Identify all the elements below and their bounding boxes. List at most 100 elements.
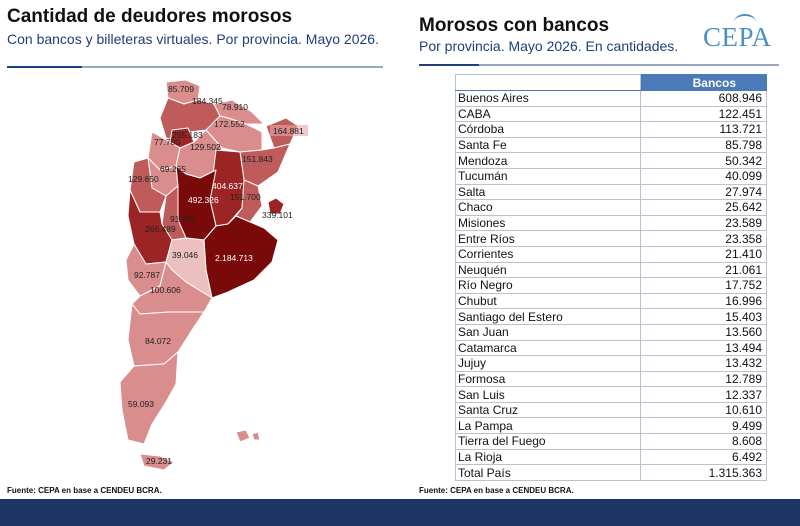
province-cell: San Juan: [454, 324, 642, 341]
value-cell: 12.789: [640, 371, 767, 388]
value-cell: 40.099: [640, 168, 767, 185]
region-tierra-del-fuego: [139, 453, 175, 471]
footer-bar: [0, 499, 800, 526]
value-cell: 15.403: [640, 308, 767, 325]
map-title: Cantidad de deudores morosos: [7, 6, 293, 27]
map-label-la-pampa: 39.046: [172, 250, 198, 260]
map-label-chaco: 172.552: [214, 119, 245, 129]
value-cell: 10.610: [640, 402, 767, 419]
table-row: San Juan 13.560: [454, 324, 767, 341]
value-cell: 27.974: [640, 184, 767, 201]
table-row: Jujuy 13.432: [454, 355, 767, 372]
table-source: Fuente: CEPA en base a CENDEU BCRA.: [419, 486, 574, 495]
map-label-salta-north: 184.345: [192, 96, 223, 106]
map-label-rio-negro: 100.606: [150, 285, 181, 295]
table-row: Córdoba 113.721: [454, 121, 767, 138]
region-caba: [267, 197, 285, 215]
header-province: [454, 74, 642, 91]
map-subtitle: Con bancos y billeteras virtuales. Por p…: [7, 31, 379, 47]
value-cell: 12.337: [640, 386, 767, 403]
province-cell: Santa Fe: [454, 137, 642, 154]
table-title: Morosos con bancos: [419, 15, 610, 36]
value-cell: 17.752: [640, 277, 767, 294]
value-cell: 23.358: [640, 230, 767, 247]
argentina-map: 85.709 184.345 78.910 172.552 164.881 25…: [119, 79, 308, 471]
province-cell: Salta: [454, 184, 642, 201]
province-cell: Neuquén: [454, 262, 642, 279]
table-row: Catamarca 13.494: [454, 340, 767, 357]
table-row: Chubut 16.996: [454, 293, 767, 310]
misiones-label-box: [270, 125, 308, 136]
map-value-labels: 85.709 184.345 78.910 172.552 164.881 25…: [128, 84, 308, 466]
province-cell: Buenos Aires: [454, 90, 642, 107]
map-label-tierra-del-fuego: 29.231: [146, 456, 172, 466]
table-row: Mendoza 50.342: [454, 152, 767, 169]
map-label-la-rioja: 69.265: [160, 164, 186, 174]
right-divider: [419, 64, 779, 66]
table-header-row: Bancos: [454, 74, 767, 91]
province-cell: Tucumán: [454, 168, 642, 185]
map-label-mendoza: 266.489: [145, 224, 176, 234]
value-cell: 8.608: [640, 433, 767, 450]
province-cell: Chubut: [454, 293, 642, 310]
table-row: Neuquén 21.061: [454, 262, 767, 279]
map-label-santiago: 129.502: [190, 142, 221, 152]
map-label-formosa: 78.910: [222, 102, 248, 112]
value-cell: 25.642: [640, 199, 767, 216]
province-cell: Córdoba: [454, 121, 642, 138]
province-cell: Río Negro: [454, 277, 642, 294]
province-cell: Santa Cruz: [454, 402, 642, 419]
cepa-logo: CEPA: [703, 22, 772, 52]
province-cell: Jujuy: [454, 355, 642, 372]
map-label-buenos-aires: 2.184.713: [215, 253, 253, 263]
map-label-san-luis: 91.456: [170, 214, 196, 224]
value-cell: 608.946: [640, 90, 767, 107]
map-label-neuquen: 92.787: [134, 270, 160, 280]
value-cell: 9.499: [640, 417, 767, 435]
province-cell: Catamarca: [454, 340, 642, 357]
region-chubut: [127, 303, 205, 367]
province-cell: CABA: [454, 106, 642, 123]
table-row: Tierra del Fuego 8.608: [454, 433, 767, 450]
value-cell: 13.432: [640, 355, 767, 372]
table-row: La Pampa 9.499: [454, 417, 767, 435]
map-label-corrientes: 151.843: [242, 154, 273, 164]
province-cell: Formosa: [454, 371, 642, 388]
value-cell: 23.589: [640, 215, 767, 232]
table-row: Buenos Aires 608.946: [454, 90, 767, 107]
value-cell: 16.996: [640, 293, 767, 310]
map-label-caba: 339.101: [262, 210, 293, 220]
province-cell: Entre Ríos: [454, 230, 642, 247]
province-cell: Chaco: [454, 199, 642, 216]
table-row: CABA 122.451: [454, 106, 767, 123]
map-label-santa-cruz: 59.093: [128, 399, 154, 409]
province-cell: Mendoza: [454, 152, 642, 169]
map-label-san-juan: 129.650: [128, 174, 159, 184]
table-row: Tucumán 40.099: [454, 168, 767, 185]
table-row: Salta 27.974: [454, 184, 767, 201]
table-row: Entre Ríos 23.358: [454, 230, 767, 247]
map-label-cordoba: 492.326: [188, 195, 219, 205]
table-row: San Luis 12.337: [454, 386, 767, 403]
total-label: Total País: [454, 464, 642, 481]
table-row: Río Negro 17.752: [454, 277, 767, 294]
value-cell: 113.721: [640, 121, 767, 138]
total-row: Total País 1.315.363: [454, 464, 767, 481]
table-row: Corrientes 21.410: [454, 246, 767, 263]
map-label-entre-rios: 151.700: [230, 192, 261, 202]
map-source: Fuente: CEPA en base a CENDEU BCRA.: [7, 486, 162, 495]
province-cell: La Rioja: [454, 449, 642, 466]
table-body: Buenos Aires 608.946 CABA 122.451 Córdoba 113…: [454, 90, 767, 481]
table-row: Santa Fe 85.798: [454, 137, 767, 154]
value-cell: 13.494: [640, 340, 767, 357]
header-bancos: Bancos: [640, 74, 767, 91]
map-label-jujuy: 85.709: [168, 84, 194, 94]
map-label-tucuman: 255.183: [172, 130, 203, 140]
total-value: 1.315.363: [640, 464, 767, 481]
province-cell: Santiago del Estero: [454, 308, 642, 325]
table-row: Formosa 12.789: [454, 371, 767, 388]
province-cell: Corrientes: [454, 246, 642, 263]
map-label-santa-fe: 404.637: [212, 181, 243, 191]
table-row: Santa Cruz 10.610: [454, 402, 767, 419]
value-cell: 13.560: [640, 324, 767, 341]
